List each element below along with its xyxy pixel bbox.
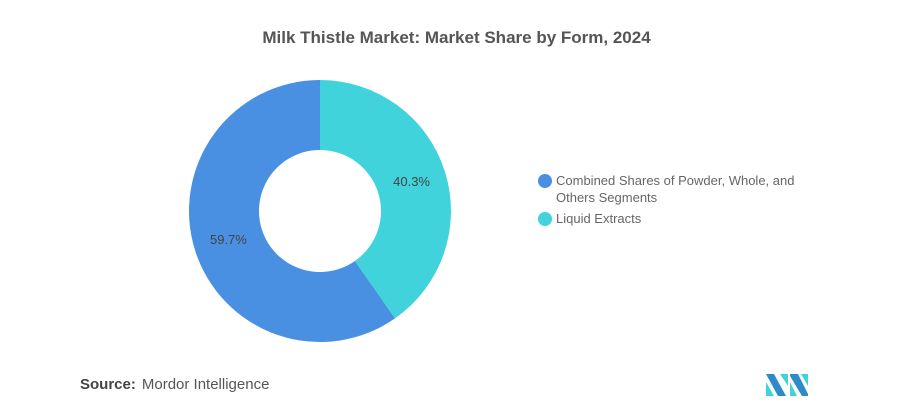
legend-swatch <box>538 174 552 188</box>
source-value: Mordor Intelligence <box>141 376 270 393</box>
legend-label: Combined Shares of Powder, Whole, and Ot… <box>556 173 795 205</box>
chart-title: Milk Thistle Market: Market Share by For… <box>262 28 651 47</box>
mordor-intelligence-logo <box>766 374 808 396</box>
legend-swatch <box>538 212 552 226</box>
legend-label: Liquid Extracts <box>556 211 642 226</box>
slice-data-label: 40.3% <box>393 174 430 189</box>
source-line: Source: Mordor Intelligence <box>80 376 269 393</box>
slice-data-label: 59.7% <box>210 232 247 247</box>
legend-item-combined: Combined Shares of Powder, Whole, and Ot… <box>538 172 816 206</box>
legend: Combined Shares of Powder, Whole, and Ot… <box>538 172 816 231</box>
donut-slice <box>320 80 451 319</box>
legend-item-liquid: Liquid Extracts <box>538 210 816 227</box>
source-label: Source: <box>80 376 136 393</box>
donut-slice <box>189 80 395 342</box>
